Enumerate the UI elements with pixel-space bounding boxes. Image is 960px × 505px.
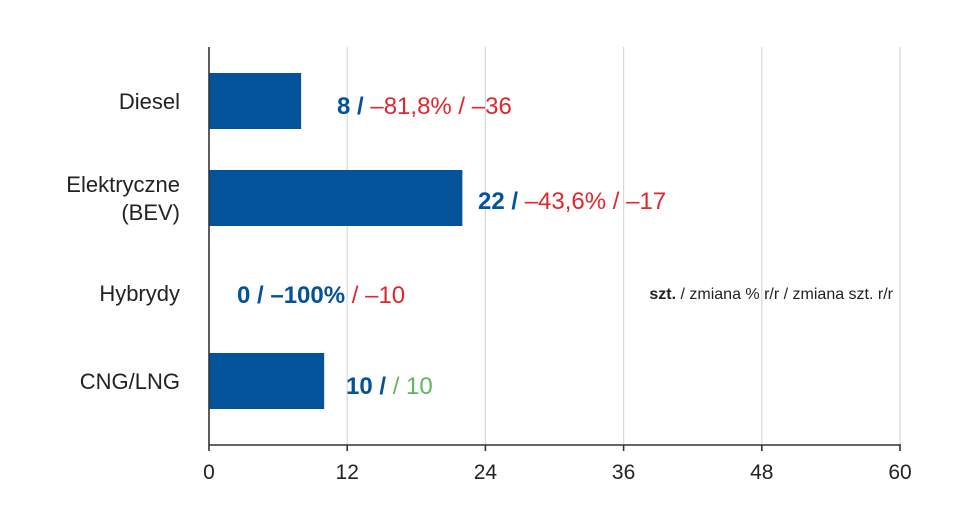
data-label-pct: –81,8% [370, 93, 451, 120]
data-label-units: 8 / [337, 93, 370, 120]
x-tick-label: 60 [888, 461, 911, 484]
x-tick-label: 0 [203, 461, 215, 484]
data-label-diff: / –10 [345, 282, 405, 309]
legend-rest: / zmiana % r/r / zmiana szt. r/r [676, 286, 894, 303]
data-label-pct: –43,6% [525, 188, 606, 215]
data-label-diff: / –36 [452, 93, 512, 120]
data-label: 0 / –100% / –10 [237, 282, 405, 309]
data-label-diff: / 10 [393, 373, 433, 400]
category-labels: Diesel Elektryczne (BEV) Hybrydy CNG/LNG [66, 89, 180, 394]
legend-note: szt. / zmiana % r/r / zmiana szt. r/r [649, 286, 893, 303]
x-tick-label: 36 [612, 461, 635, 484]
x-tick-label: 48 [750, 461, 773, 484]
x-tick-label: 24 [474, 461, 498, 484]
bars [209, 73, 463, 409]
bar [209, 73, 302, 129]
data-label-units: 0 / [237, 282, 270, 309]
data-label: 8 / –81,8% / –36 [337, 93, 512, 120]
bar [209, 170, 463, 226]
category-label: Diesel [119, 89, 180, 114]
category-label: (BEV) [121, 200, 180, 225]
x-tick-label: 12 [336, 461, 359, 484]
data-label: 22 / –43,6% / –17 [478, 188, 666, 215]
data-label-units: 22 / [478, 188, 525, 215]
data-label: 10 / / 10 [346, 373, 433, 400]
category-label: Elektryczne [66, 172, 180, 197]
category-label: Hybrydy [99, 281, 180, 306]
category-label: CNG/LNG [80, 369, 180, 394]
data-labels: 8 / –81,8% / –36 22 / –43,6% / –17 0 / –10… [237, 93, 666, 400]
axes [208, 47, 901, 451]
data-label-pct: –100% [270, 282, 345, 309]
data-label-units: 10 / [346, 373, 393, 400]
bar [209, 353, 325, 409]
x-tick-labels: 0 12 24 36 48 60 [203, 461, 912, 484]
data-label-diff: / –17 [606, 188, 666, 215]
gridlines [346, 47, 901, 445]
legend-bold: szt. [649, 286, 676, 303]
